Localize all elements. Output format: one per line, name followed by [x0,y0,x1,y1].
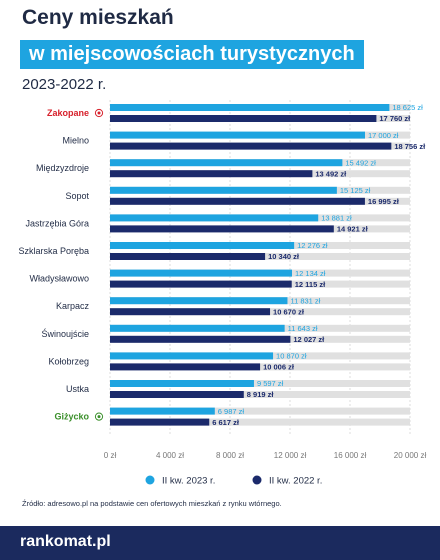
bar-track [110,407,410,415]
category-label: Świnoujście [41,328,89,339]
bar-group: 10 870 zł 10 006 zł Kołobrzeg [48,352,410,372]
bar-2022 [110,280,292,288]
bar-track [110,418,410,426]
data-label-2022: 6 617 zł [212,418,240,427]
bar-2023 [110,186,337,194]
bar-2022 [110,115,377,122]
category-label: Karpacz [56,301,90,311]
bar-2022 [110,308,271,316]
x-tick-label: 8 000 zł [216,451,244,460]
bar-2023 [110,104,390,111]
bar-group: 6 987 zł 6 617 zł Giżycko [54,407,410,427]
bar-track [110,391,410,398]
chart-subtitle: 2023-2022 r. [22,76,107,93]
x-tick-label: 0 zł [104,451,117,460]
highlight-marker-icon [94,412,104,421]
bar-group: 12 134 zł 12 115 zł Władysławowo [29,269,410,289]
data-label-2023: 6 987 zł [218,407,245,416]
bar-2022 [110,418,210,426]
x-tick-label: 4 000 zł [156,451,184,460]
bar-group: 18 625 zł 17 760 zł Zakopane [47,103,423,123]
data-label-2022: 10 670 zł [273,307,305,316]
data-label-2022: 12 115 zł [295,280,326,289]
chart-title-line-1: Ceny mieszkań [22,6,174,29]
bar-2023 [110,352,274,360]
category-label: Kołobrzeg [48,356,89,366]
data-label-2023: 17 000 zł [368,131,399,140]
legend-label: II kw. 2023 r. [162,476,215,487]
data-label-2022: 18 756 zł [394,142,426,151]
x-tick-label: 20 000 zł [394,451,427,460]
data-label-2022: 10 340 zł [268,252,300,261]
bar-group: 15 125 zł 16 995 zł Sopot [65,186,410,206]
source-note: Źródło: adresowo.pl na podstawie cen ofe… [22,499,282,508]
data-label-2022: 10 006 zł [263,363,295,372]
data-label-2023: 13 881 zł [321,214,352,223]
footer-bar: rankomat.pl [0,526,440,560]
legend-swatch [145,475,155,485]
bar-group: 9 597 zł 8 919 zł Ustka [66,379,410,399]
category-label: Mielno [62,136,89,146]
bar-2022 [110,197,365,205]
data-label-2022: 8 919 zł [247,390,275,399]
category-label: Szklarska Poręba [18,246,89,256]
bar-2022 [110,170,313,178]
bar-2022 [110,363,261,371]
data-label-2023: 11 831 zł [290,296,320,305]
bar-2023 [110,159,343,167]
legend: II kw. 2023 r. II kw. 2022 r. [145,475,322,487]
bar-2023 [110,407,215,415]
category-label: Międzyzdroje [36,163,89,173]
bar-2022 [110,391,244,398]
bar-2022 [110,142,392,150]
bar-2023 [110,214,319,222]
bar-group: 11 831 zł 10 670 zł Karpacz [56,296,410,316]
data-label-2022: 12 027 zł [293,335,325,344]
data-label-2023: 18 625 zł [392,103,423,112]
bar-2022 [110,225,334,233]
bar-group: 12 276 zł 10 340 zł Szklarska Poręba [18,241,410,261]
chart-title-line-2: w miejscowościach turystycznych [20,40,364,69]
x-tick-label: 16 000 zł [334,451,367,460]
data-label-2022: 16 995 zł [368,197,400,206]
bar-2023 [110,242,295,249]
bar-group: 15 492 zł 13 492 zł Międzyzdroje [36,158,410,178]
bar-group: 17 000 zł 18 756 zł Mielno [62,131,426,151]
data-label-2022: 17 760 zł [379,114,411,123]
category-label: Ustka [66,384,89,394]
data-label-2023: 11 643 zł [288,324,318,333]
x-tick-label: 12 000 zł [274,451,307,460]
highlight-marker-dot [97,111,101,115]
category-label: Giżycko [54,412,89,422]
legend-swatch [252,475,262,485]
category-label: Jastrzębia Góra [25,218,89,228]
category-label: Zakopane [47,108,89,118]
data-label-2023: 15 125 zł [340,186,371,195]
bar-track [110,380,410,387]
highlight-marker-icon [94,108,104,118]
data-label-2022: 13 492 zł [315,169,347,178]
data-label-2023: 12 276 zł [297,241,328,250]
legend-label: II kw. 2022 r. [269,476,322,487]
bar-2023 [110,324,285,332]
bar-chart: 18 625 zł 17 760 zł Zakopane 17 000 zł 18 75… [18,100,427,487]
data-label-2023: 15 492 zł [345,158,376,167]
data-label-2022: 14 921 zł [337,225,369,234]
brand-logo: rankomat.pl [20,533,111,550]
data-label-2023: 9 597 zł [257,379,284,388]
bar-2023 [110,269,293,277]
bar-group: 11 643 zł 12 027 zł Świnoujście [41,324,410,344]
bar-2022 [110,253,266,260]
bar-2023 [110,297,288,305]
bar-group: 13 881 zł 14 921 zł Jastrzębia Góra [25,214,410,234]
bar-2023 [110,131,365,139]
bar-2023 [110,380,254,387]
category-label: Sopot [65,191,89,201]
highlight-marker-dot [97,415,101,419]
bar-2022 [110,335,291,343]
data-label-2023: 12 134 zł [295,269,326,278]
category-label: Władysławowo [29,274,89,284]
data-label-2023: 10 870 zł [276,352,307,361]
